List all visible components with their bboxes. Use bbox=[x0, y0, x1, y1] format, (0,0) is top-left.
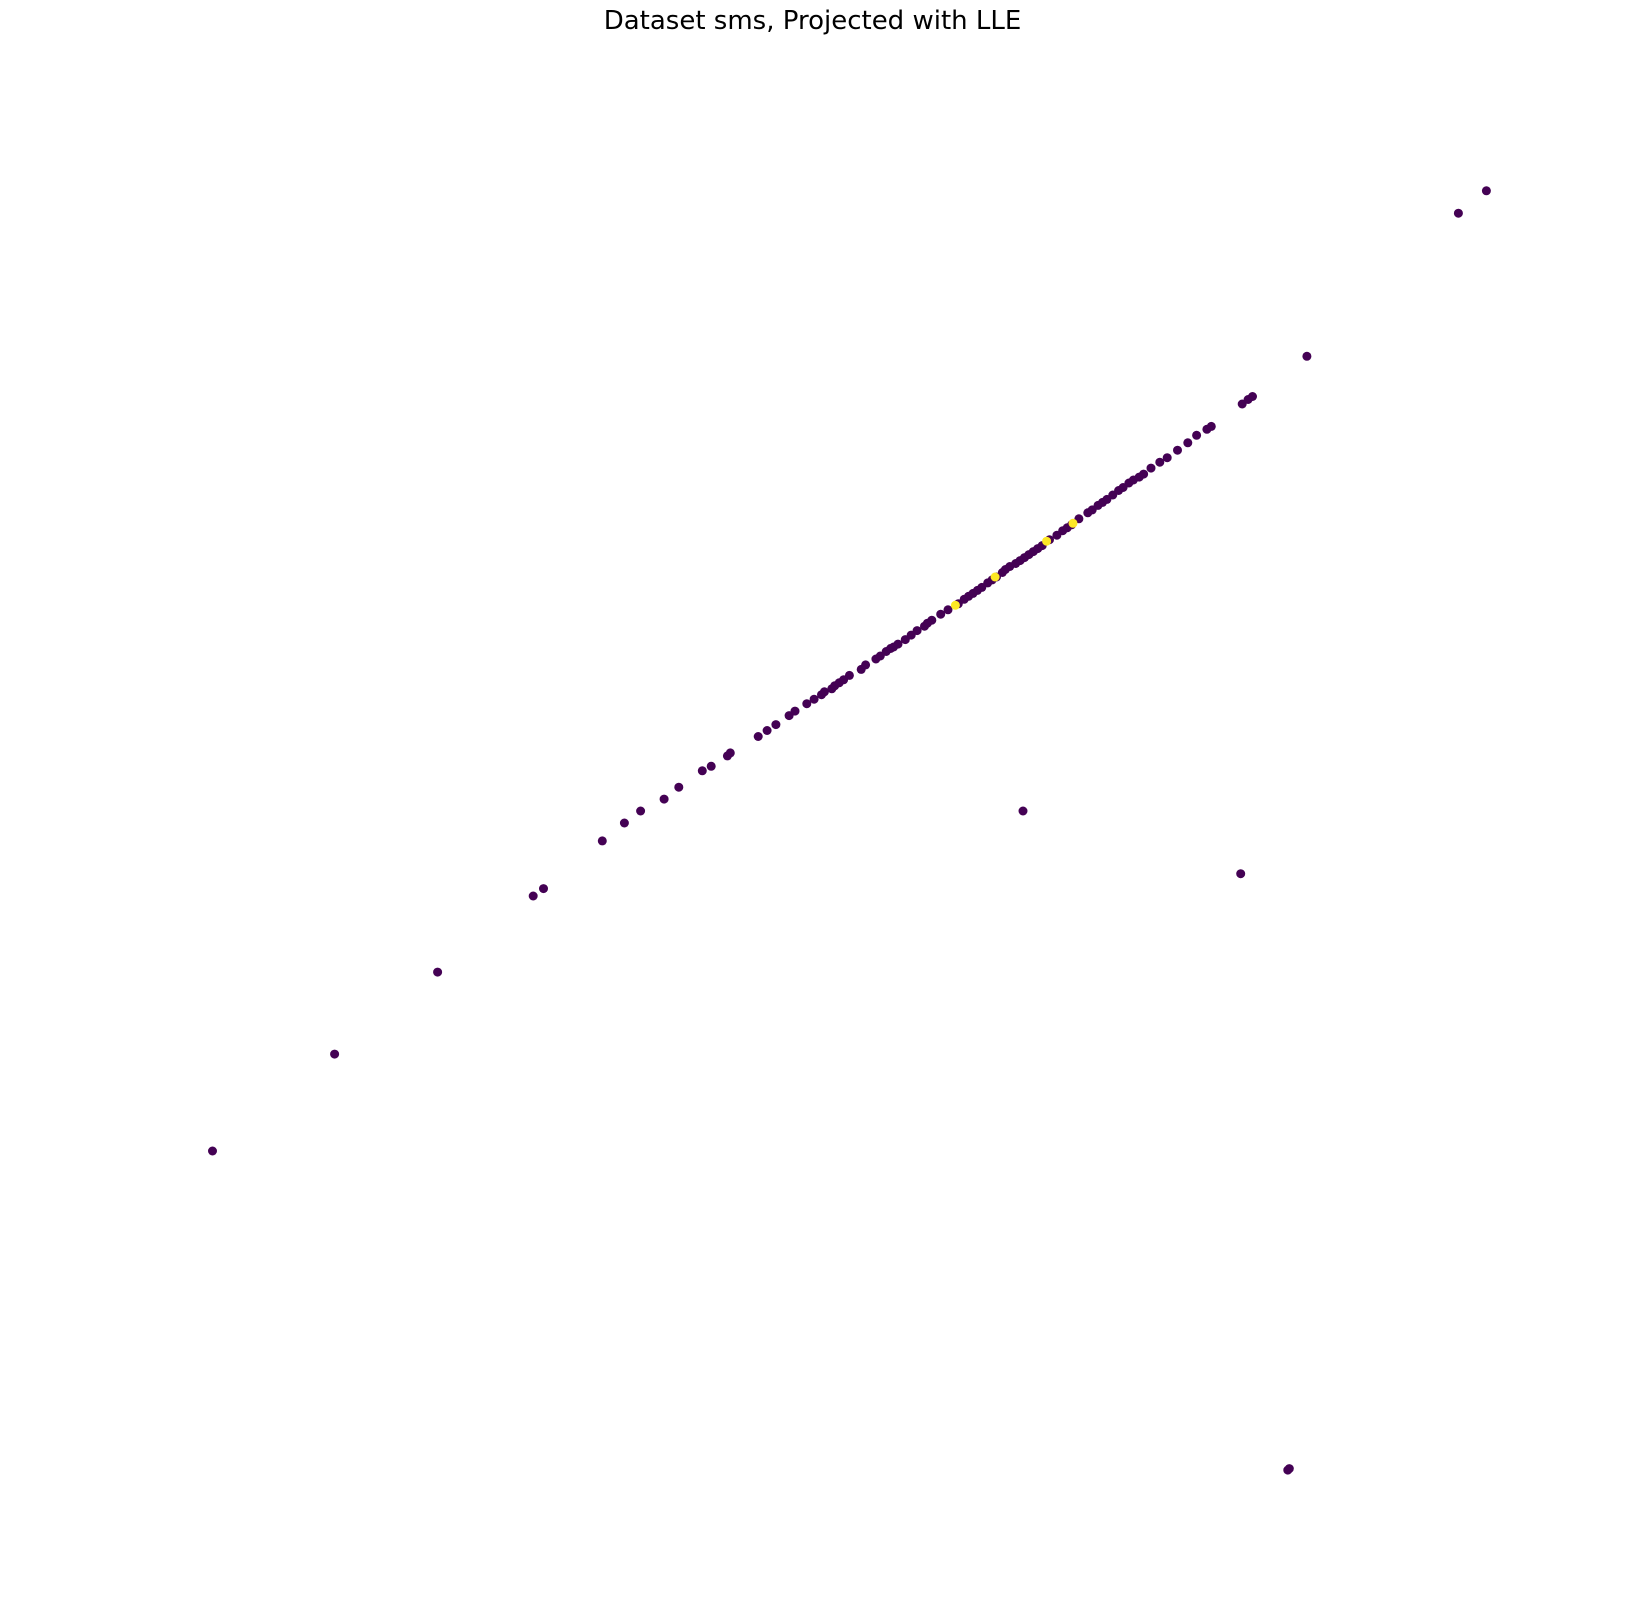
data-point-class-0 bbox=[912, 626, 922, 636]
data-point-class-0 bbox=[753, 732, 763, 741]
data-point-class-0 bbox=[1302, 351, 1312, 361]
data-point-class-0 bbox=[927, 615, 937, 625]
data-point-class-0 bbox=[539, 884, 548, 894]
data-point-class-0 bbox=[809, 694, 819, 704]
data-point-class-0 bbox=[1248, 392, 1257, 401]
data-point-class-0 bbox=[1284, 1464, 1294, 1474]
data-point-class-0 bbox=[861, 660, 871, 670]
data-point-class-0 bbox=[819, 687, 829, 697]
data-point-class-0 bbox=[706, 761, 716, 771]
data-point-class-1 bbox=[1068, 518, 1078, 528]
data-point-class-1 bbox=[1042, 536, 1052, 546]
data-point-class-0 bbox=[1206, 421, 1216, 431]
data-point-class-0 bbox=[1155, 457, 1165, 467]
data-point-class-1 bbox=[950, 600, 960, 610]
data-point-class-0 bbox=[1192, 430, 1202, 440]
data-point-class-0 bbox=[1183, 438, 1193, 448]
data-point-class-0 bbox=[893, 639, 903, 649]
data-point-class-0 bbox=[330, 1049, 340, 1059]
data-point-class-0 bbox=[597, 836, 607, 846]
data-point-class-0 bbox=[659, 794, 669, 804]
data-point-class-0 bbox=[790, 706, 800, 716]
data-point-class-0 bbox=[844, 670, 854, 680]
data-point-class-0 bbox=[433, 967, 443, 977]
data-point-class-0 bbox=[697, 766, 707, 776]
chart-title: Dataset sms, Projected with LLE bbox=[603, 6, 1022, 36]
data-point-class-0 bbox=[1018, 806, 1028, 816]
data-point-class-0 bbox=[943, 605, 953, 615]
data-point-class-0 bbox=[1139, 469, 1149, 479]
data-point-class-0 bbox=[1481, 186, 1491, 196]
data-point-class-0 bbox=[1236, 869, 1246, 879]
data-point-class-0 bbox=[636, 806, 646, 816]
data-point-class-0 bbox=[208, 1146, 217, 1156]
data-point-class-0 bbox=[762, 726, 772, 735]
data-point-class-0 bbox=[936, 609, 946, 619]
data-point-class-1 bbox=[990, 572, 1000, 582]
data-point-class-0 bbox=[1162, 453, 1172, 463]
data-point-class-0 bbox=[1146, 463, 1156, 473]
data-point-class-0 bbox=[725, 748, 735, 758]
data-point-class-0 bbox=[1453, 208, 1463, 218]
data-point-class-0 bbox=[802, 699, 812, 709]
data-point-class-0 bbox=[528, 891, 538, 901]
points-layer bbox=[208, 186, 1491, 1475]
data-point-class-0 bbox=[619, 818, 629, 828]
data-point-class-0 bbox=[674, 782, 684, 792]
data-point-class-0 bbox=[1173, 445, 1182, 455]
data-point-class-0 bbox=[771, 720, 781, 730]
